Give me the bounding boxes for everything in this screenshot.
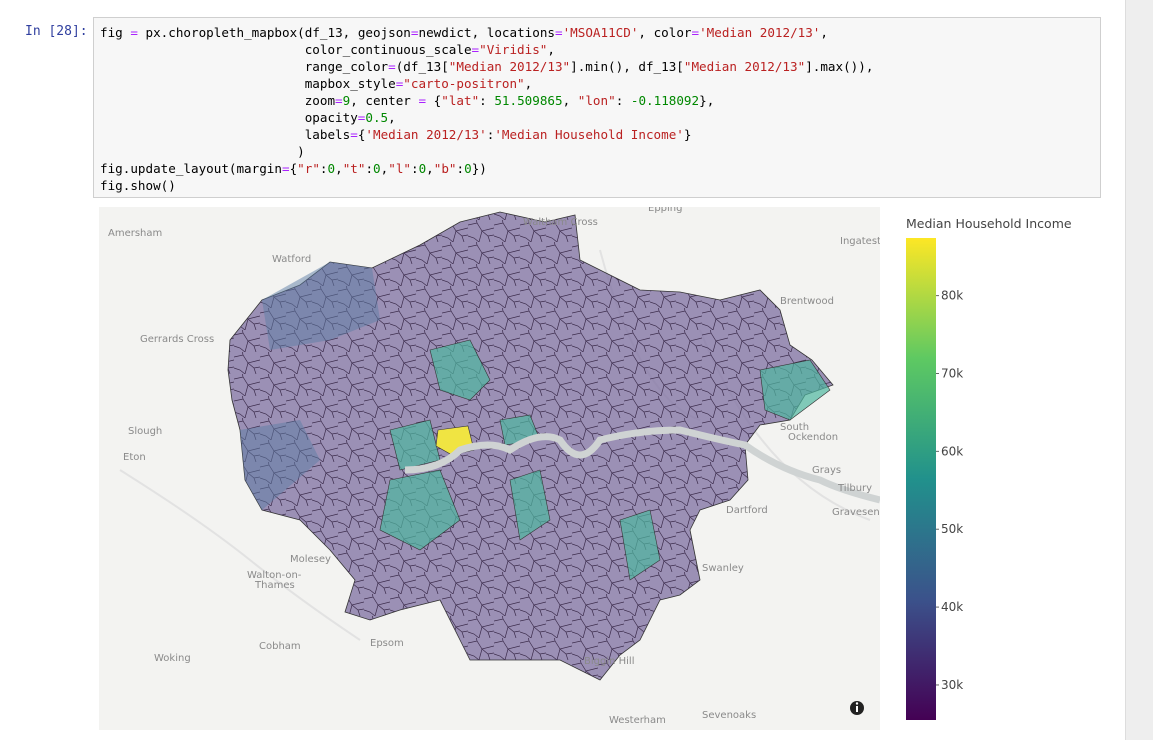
colorbar-tick-label: 30k (941, 678, 963, 692)
colorbar-tick-label: 60k (941, 444, 963, 458)
place-label: Eton (123, 452, 146, 463)
place-label: Waltham Cross (523, 217, 598, 228)
place-label: Watford (272, 254, 311, 265)
colorbar-title: Median Household Income (906, 216, 1072, 231)
place-label: Brentwood (780, 296, 834, 307)
colorbar-tick-label: 70k (941, 366, 963, 380)
code-line: fig.show() (100, 178, 176, 193)
place-label: Woking (154, 653, 191, 664)
input-prompt: In [28]: (25, 24, 88, 39)
place-label: Westerham (609, 715, 666, 726)
region-patch (379, 339, 831, 581)
colorbar-tick-label: 50k (941, 522, 963, 536)
code-line: range_color=(df_13["Median 2012/13"].min… (100, 59, 874, 74)
place-label: Ingatestone (840, 236, 900, 247)
code-line: zoom=9, center = {"lat": 51.509865, "lon… (100, 93, 715, 108)
place-label: Cobham (259, 641, 301, 652)
place-label: Walton-on-Thames (247, 570, 302, 591)
scrollbar-track[interactable] (1125, 0, 1153, 740)
code-line: mapbox_style="carto-positron", (100, 76, 533, 91)
region-mesh (228, 212, 833, 680)
place-label: Amersham (108, 228, 162, 239)
place-label: Molesey (290, 554, 331, 565)
region-patch (240, 262, 380, 510)
place-label: Sevenoaks (702, 710, 756, 721)
place-label: Tilbury (837, 483, 872, 494)
info-icon (856, 706, 858, 712)
code-line: ) (100, 144, 305, 159)
place-label: Gravesend (832, 507, 886, 518)
thames (404, 426, 880, 504)
place-label: Epping (648, 203, 682, 214)
place-label: Swanley (702, 563, 744, 574)
code-cell[interactable]: fig = px.choropleth_mapbox(df_13, geojso… (93, 17, 1101, 198)
info-icon (855, 702, 859, 705)
code-line: opacity=0.5, (100, 110, 396, 125)
map[interactable]: Amersham Watford Waltham Cross Epping Ingate… (99, 203, 900, 730)
place-label: Slough (128, 426, 162, 437)
place-label: Grays (812, 465, 841, 476)
code-line: labels={'Median 2012/13':'Median Househo… (100, 127, 692, 142)
code-line: fig = px.choropleth_mapbox(df_13, geojso… (100, 25, 828, 40)
colorbar-tick-label: 40k (941, 600, 963, 614)
place-label: South Ockendon (780, 422, 838, 443)
map-figure: Amersham Watford Waltham Cross Epping Ingate… (99, 203, 1072, 730)
colorbar (906, 238, 936, 720)
place-label: Biggin Hill (584, 656, 634, 667)
place-label: Dartford (726, 505, 768, 516)
place-label: Epsom (370, 638, 404, 649)
place-label: Gerrards Cross (140, 334, 214, 345)
code-line: color_continuous_scale="Viridis", (100, 42, 555, 57)
colorbar-tick-label: 80k (941, 289, 963, 303)
code-line: fig.update_layout(margin={"r":0,"t":0,"l… (100, 161, 487, 176)
